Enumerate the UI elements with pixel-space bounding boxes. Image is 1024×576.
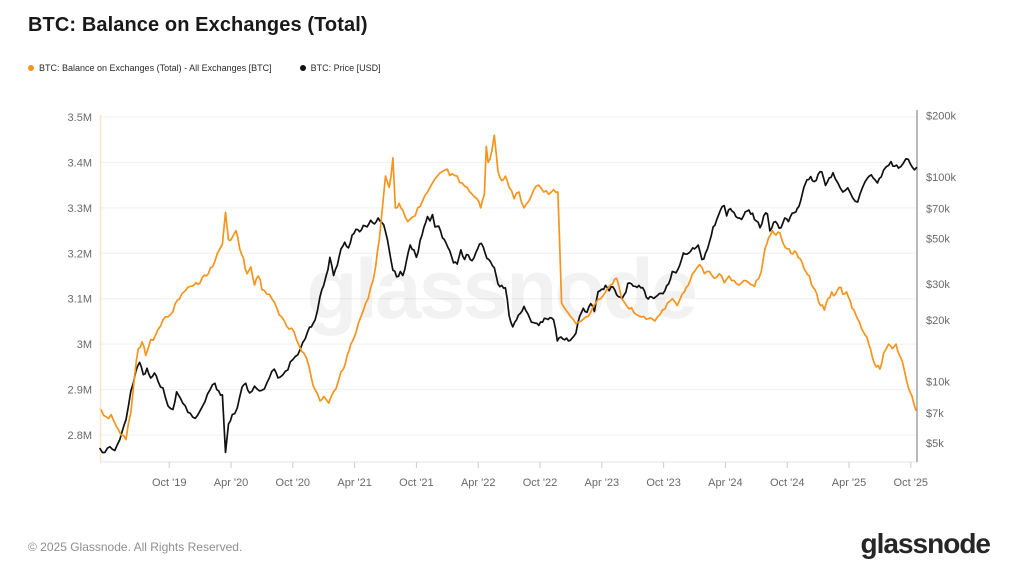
copyright-text: © 2025 Glassnode. All Rights Reserved. bbox=[28, 540, 243, 554]
svg-text:glassnode: glassnode bbox=[306, 242, 695, 336]
svg-text:Apr '20: Apr '20 bbox=[214, 477, 249, 489]
svg-text:$20k: $20k bbox=[926, 315, 950, 327]
svg-text:Oct '23: Oct '23 bbox=[646, 477, 681, 489]
svg-text:Oct '19: Oct '19 bbox=[152, 477, 187, 489]
svg-text:3M: 3M bbox=[77, 339, 92, 351]
svg-text:Apr '22: Apr '22 bbox=[461, 477, 496, 489]
legend-item-label: BTC: Balance on Exchanges (Total) - All … bbox=[39, 63, 272, 73]
legend-item-price[interactable]: BTC: Price [USD] bbox=[299, 63, 381, 73]
chart-legend: BTC: Balance on Exchanges (Total) - All … bbox=[28, 63, 381, 73]
svg-text:$50k: $50k bbox=[926, 234, 950, 246]
legend-item-balance[interactable]: BTC: Balance on Exchanges (Total) - All … bbox=[28, 63, 272, 73]
svg-text:$30k: $30k bbox=[926, 279, 950, 291]
svg-text:2.8M: 2.8M bbox=[68, 430, 92, 442]
svg-text:Oct '20: Oct '20 bbox=[276, 477, 311, 489]
glassnode-logo: glassnode bbox=[860, 528, 991, 559]
svg-text:Apr '24: Apr '24 bbox=[708, 477, 743, 489]
svg-text:3.3M: 3.3M bbox=[68, 203, 92, 215]
page-title: BTC: Balance on Exchanges (Total) bbox=[28, 14, 368, 36]
svg-text:3.4M: 3.4M bbox=[68, 157, 92, 169]
svg-text:Apr '25: Apr '25 bbox=[832, 477, 867, 489]
legend-item-label: BTC: Price [USD] bbox=[310, 63, 381, 73]
price-series-dot-icon bbox=[299, 65, 306, 71]
svg-text:3.1M: 3.1M bbox=[68, 294, 92, 306]
svg-text:Apr '21: Apr '21 bbox=[337, 477, 372, 489]
svg-text:$10k: $10k bbox=[926, 377, 950, 389]
svg-text:Oct '25: Oct '25 bbox=[894, 477, 929, 489]
svg-text:3.5M: 3.5M bbox=[68, 112, 92, 124]
balance-line bbox=[100, 134, 917, 441]
svg-text:Apr '23: Apr '23 bbox=[585, 477, 620, 489]
svg-text:$70k: $70k bbox=[926, 204, 950, 216]
svg-text:Oct '22: Oct '22 bbox=[523, 477, 558, 489]
svg-text:$7k: $7k bbox=[926, 408, 944, 420]
svg-text:$200k: $200k bbox=[926, 110, 956, 122]
svg-text:$5k: $5k bbox=[926, 438, 944, 450]
svg-text:3.2M: 3.2M bbox=[68, 248, 92, 260]
svg-text:2.9M: 2.9M bbox=[68, 385, 92, 397]
svg-text:Oct '21: Oct '21 bbox=[399, 477, 434, 489]
svg-text:Oct '24: Oct '24 bbox=[770, 477, 805, 489]
price-line bbox=[99, 157, 918, 454]
balance-series-dot-icon bbox=[28, 65, 34, 71]
svg-text:$100k: $100k bbox=[926, 172, 956, 184]
